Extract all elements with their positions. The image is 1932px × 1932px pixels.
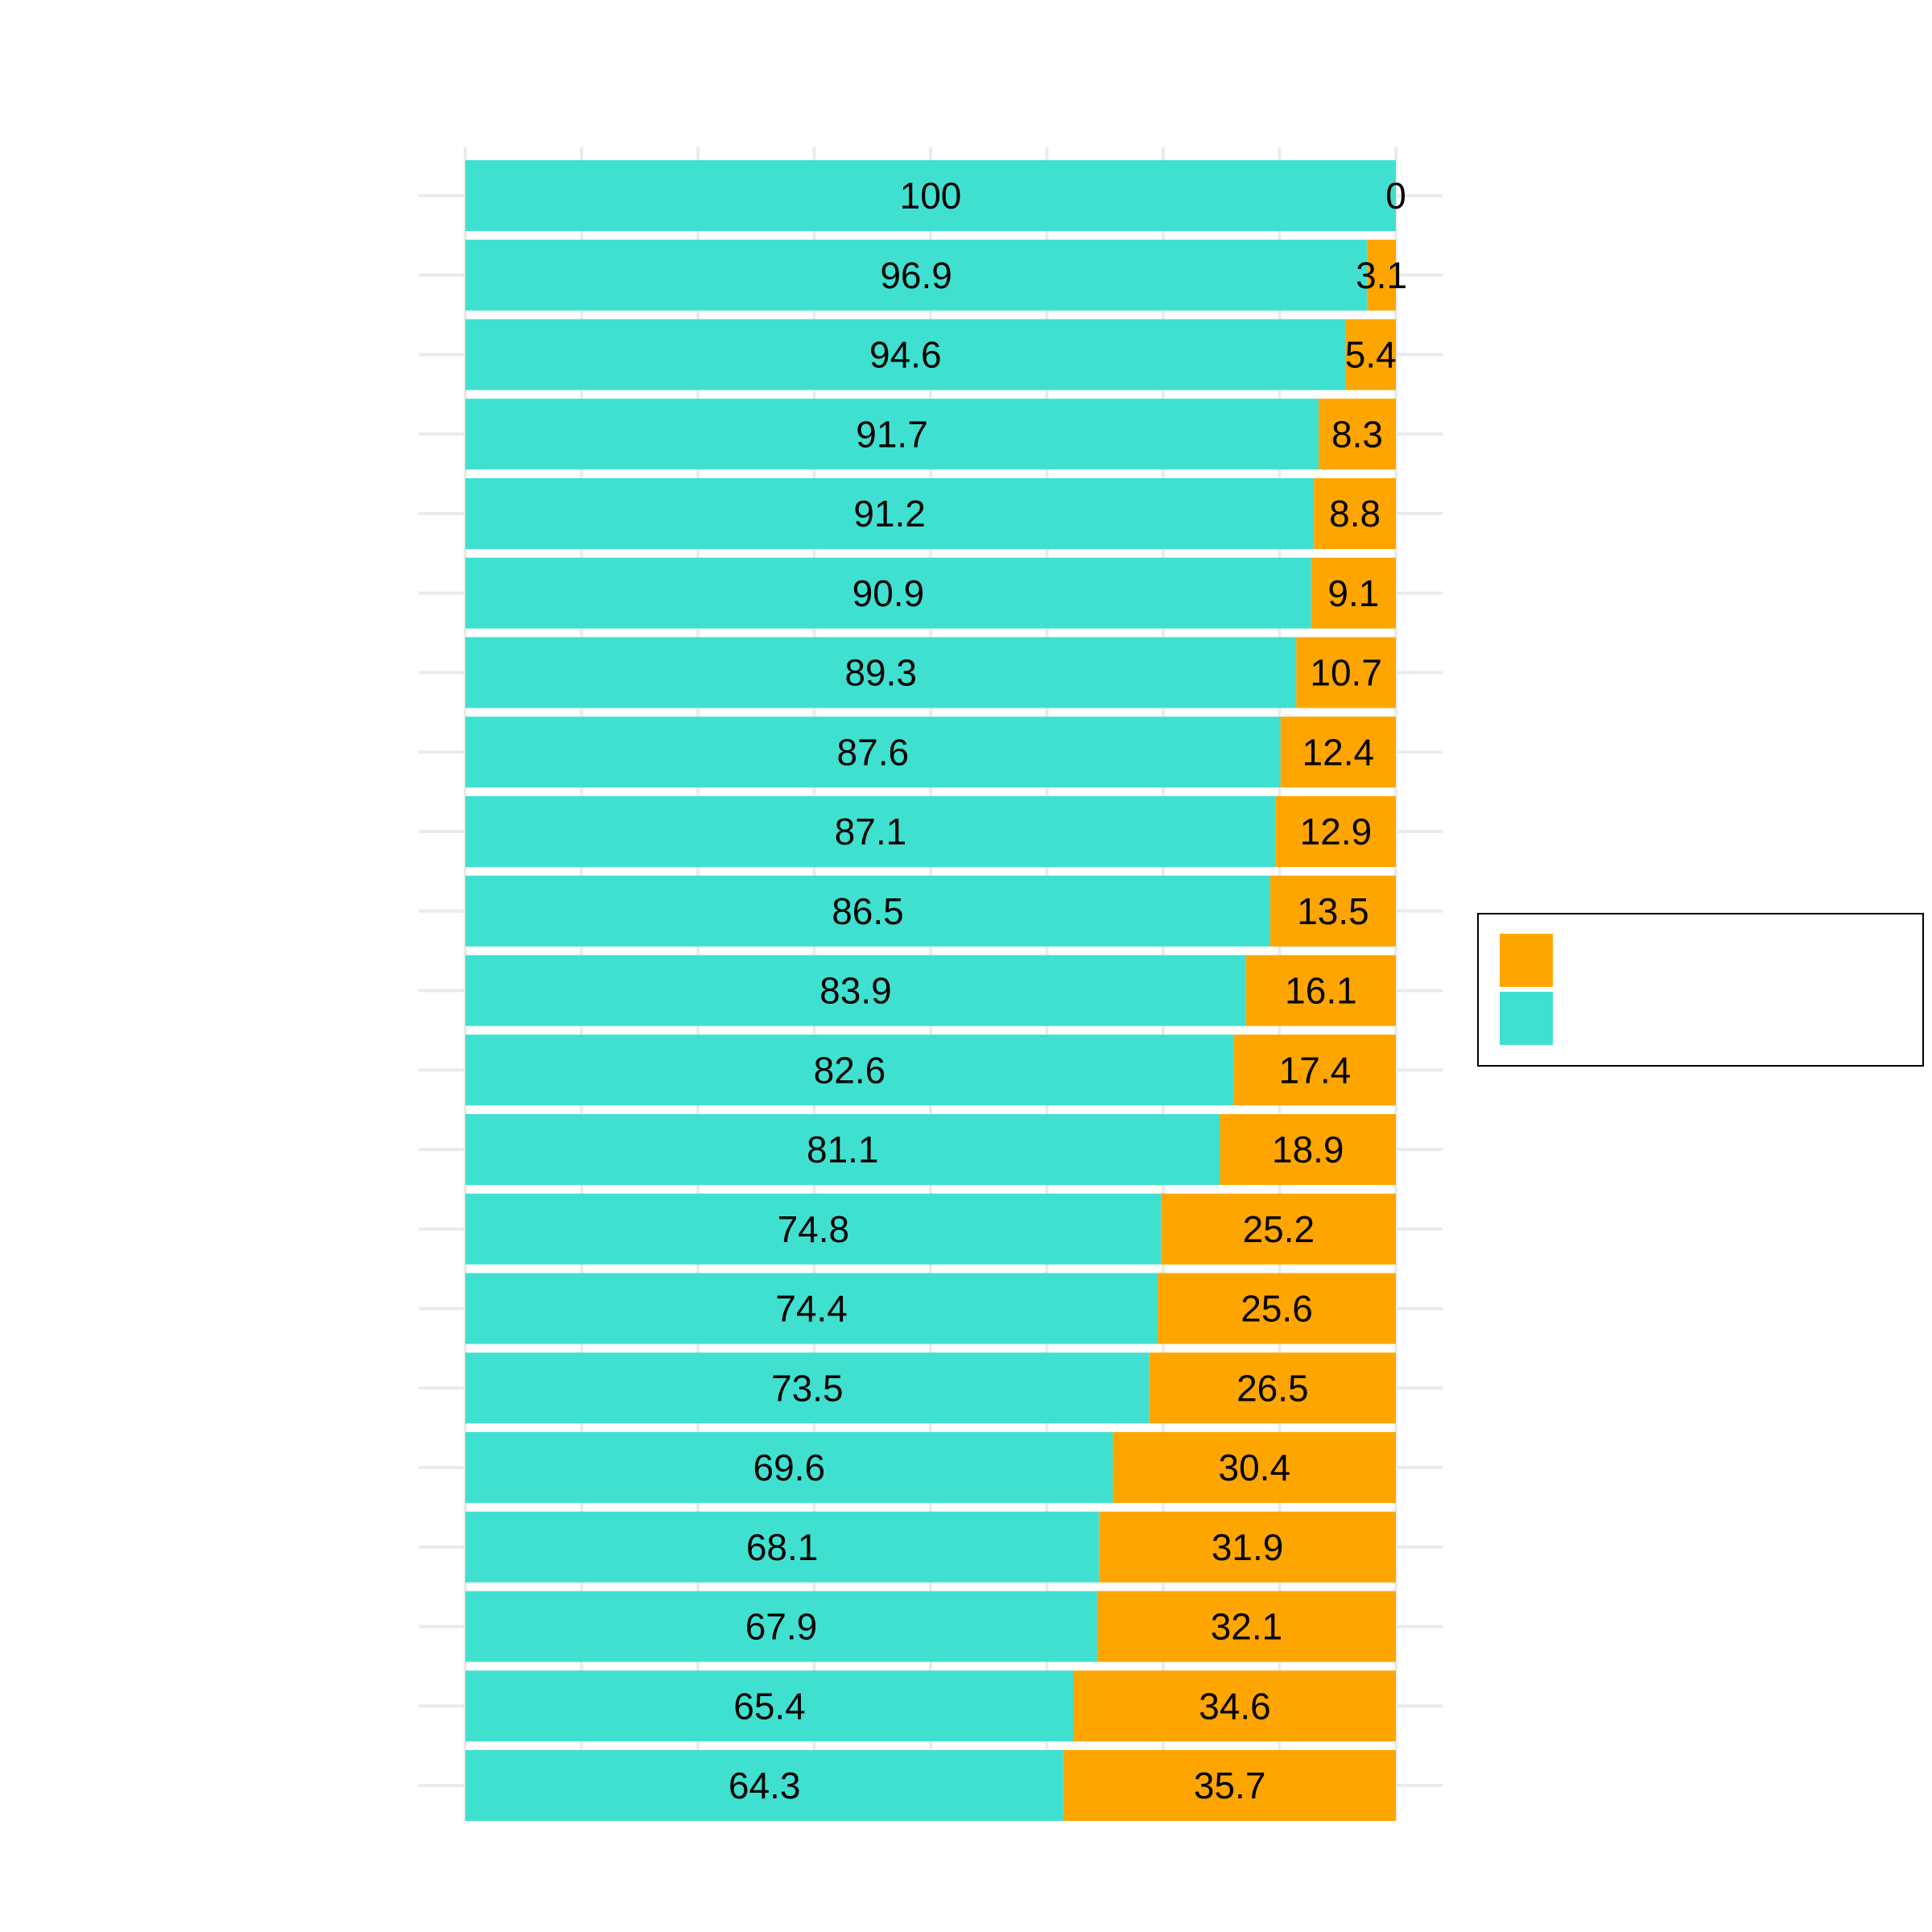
bar-value-label: 13.5 — [1297, 890, 1369, 932]
bar-segment-series-1 — [465, 955, 1246, 1026]
bar-segment-series-1 — [465, 1273, 1158, 1344]
bar-segment-series-1 — [465, 1750, 1064, 1821]
bar-value-label: 90.9 — [852, 572, 925, 614]
bar-value-label: 100 — [900, 175, 962, 217]
bar-value-label: 10.7 — [1310, 652, 1382, 694]
bar-segment-series-1 — [465, 1670, 1075, 1742]
bar-segment-series-1 — [465, 1114, 1220, 1185]
bar-segment-series-2 — [1269, 875, 1396, 947]
bar-segment-series-1 — [465, 1511, 1100, 1583]
bar-value-label: 73.5 — [771, 1367, 844, 1409]
bar-segment-series-2 — [1233, 1034, 1396, 1106]
bar-segment-series-2 — [1220, 1114, 1396, 1185]
bar-value-label: 64.3 — [729, 1765, 801, 1806]
bar-segment-series-2 — [1074, 1670, 1396, 1742]
bar-segment-series-2 — [1158, 1273, 1396, 1344]
bar-segment-series-1 — [465, 1193, 1162, 1265]
bar-segment-series-1 — [465, 557, 1311, 629]
bar-segment-series-2 — [1096, 1591, 1396, 1662]
bar-segment-series-2 — [1311, 557, 1396, 629]
bar-value-label: 96.9 — [880, 254, 952, 296]
bar-value-label: 74.4 — [775, 1288, 848, 1330]
bar-value-label: 16.1 — [1285, 970, 1357, 1012]
bar-segment-series-2 — [1367, 239, 1396, 311]
bar-value-label: 87.1 — [835, 811, 907, 852]
bar-value-label: 25.2 — [1243, 1208, 1315, 1250]
bar-segment-series-1 — [465, 239, 1368, 311]
bar-segment-series-1 — [465, 1591, 1097, 1662]
bar-segment-series-2 — [1161, 1193, 1396, 1265]
bar-value-label: 81.1 — [807, 1129, 879, 1170]
bar-segment-series-1 — [465, 1034, 1234, 1106]
bar-value-label: 69.6 — [753, 1447, 826, 1488]
bar-value-label: 34.6 — [1199, 1685, 1271, 1727]
bar-value-label: 9.1 — [1327, 572, 1379, 614]
bar-value-label: 31.9 — [1212, 1526, 1284, 1568]
bar-segment-series-1 — [465, 478, 1315, 549]
bar-value-label: 5.4 — [1345, 334, 1397, 376]
bar-segment-series-2 — [1063, 1750, 1396, 1821]
legend-key-1 — [1500, 934, 1553, 987]
bar-segment-series-1 — [465, 1352, 1150, 1424]
legend-key-2 — [1500, 992, 1553, 1045]
bar-segment-series-2 — [1345, 319, 1396, 390]
bar-value-label: 30.4 — [1219, 1447, 1291, 1488]
bar-value-label: 3.1 — [1356, 254, 1407, 296]
bar-value-label: 17.4 — [1279, 1049, 1352, 1091]
bar-segment-series-1 — [465, 875, 1270, 947]
bar-value-label: 8.8 — [1329, 493, 1381, 535]
bar-value-label: 8.3 — [1331, 413, 1383, 455]
bar-segment-series-1 — [465, 637, 1297, 708]
bar-segment-series-2 — [1319, 398, 1396, 470]
bar-value-label: 35.7 — [1194, 1765, 1266, 1806]
bar-value-label: 65.4 — [733, 1685, 806, 1727]
bar-value-label: 89.3 — [844, 652, 917, 694]
bar-segment-series-2 — [1113, 1432, 1396, 1503]
bar-value-label: 18.9 — [1272, 1129, 1344, 1170]
bar-value-label: 67.9 — [745, 1606, 818, 1648]
bar-value-labels: 100 0 96.9 3.1 94.6 5.4 91.7 8.3 91.2 8.8 90.9 9.1 8… — [729, 175, 1407, 1806]
bar-value-label: 91.7 — [856, 413, 928, 455]
bars — [465, 160, 1396, 1821]
bar-value-label: 82.6 — [814, 1049, 886, 1091]
bar-segment-series-2 — [1314, 478, 1396, 549]
bar-value-label: 91.2 — [853, 493, 926, 535]
bar-segment-series-1 — [465, 1432, 1113, 1503]
bar-value-label: 12.9 — [1300, 811, 1373, 852]
bar-value-label: 32.1 — [1211, 1606, 1283, 1648]
bar-value-label: 86.5 — [832, 890, 904, 932]
bar-value-label: 0 — [1385, 175, 1406, 217]
bar-segment-series-1 — [465, 319, 1346, 390]
bar-value-label: 68.1 — [746, 1526, 819, 1568]
bar-segment-series-2 — [1099, 1511, 1396, 1583]
bar-value-label: 83.9 — [819, 970, 892, 1012]
bar-segment-series-2 — [1245, 955, 1396, 1026]
bar-segment-series-1 — [465, 796, 1276, 867]
bar-value-label: 25.6 — [1241, 1288, 1313, 1330]
bar-value-label: 87.6 — [837, 731, 910, 773]
bar-segment-series-2 — [1280, 716, 1396, 788]
bar-value-label: 26.5 — [1236, 1367, 1309, 1409]
bar-segment-series-1 — [465, 398, 1319, 470]
bar-value-label: 74.8 — [778, 1208, 850, 1250]
bar-segment-series-1 — [465, 716, 1281, 788]
bar-value-label: 12.4 — [1302, 731, 1375, 773]
bar-value-label: 94.6 — [869, 334, 942, 376]
bar-segment-series-2 — [1275, 796, 1396, 867]
legend — [1477, 913, 1924, 1067]
bar-segment-series-2 — [1296, 637, 1396, 708]
bar-segment-series-1 — [465, 160, 1396, 231]
bar-segment-series-2 — [1149, 1352, 1396, 1424]
